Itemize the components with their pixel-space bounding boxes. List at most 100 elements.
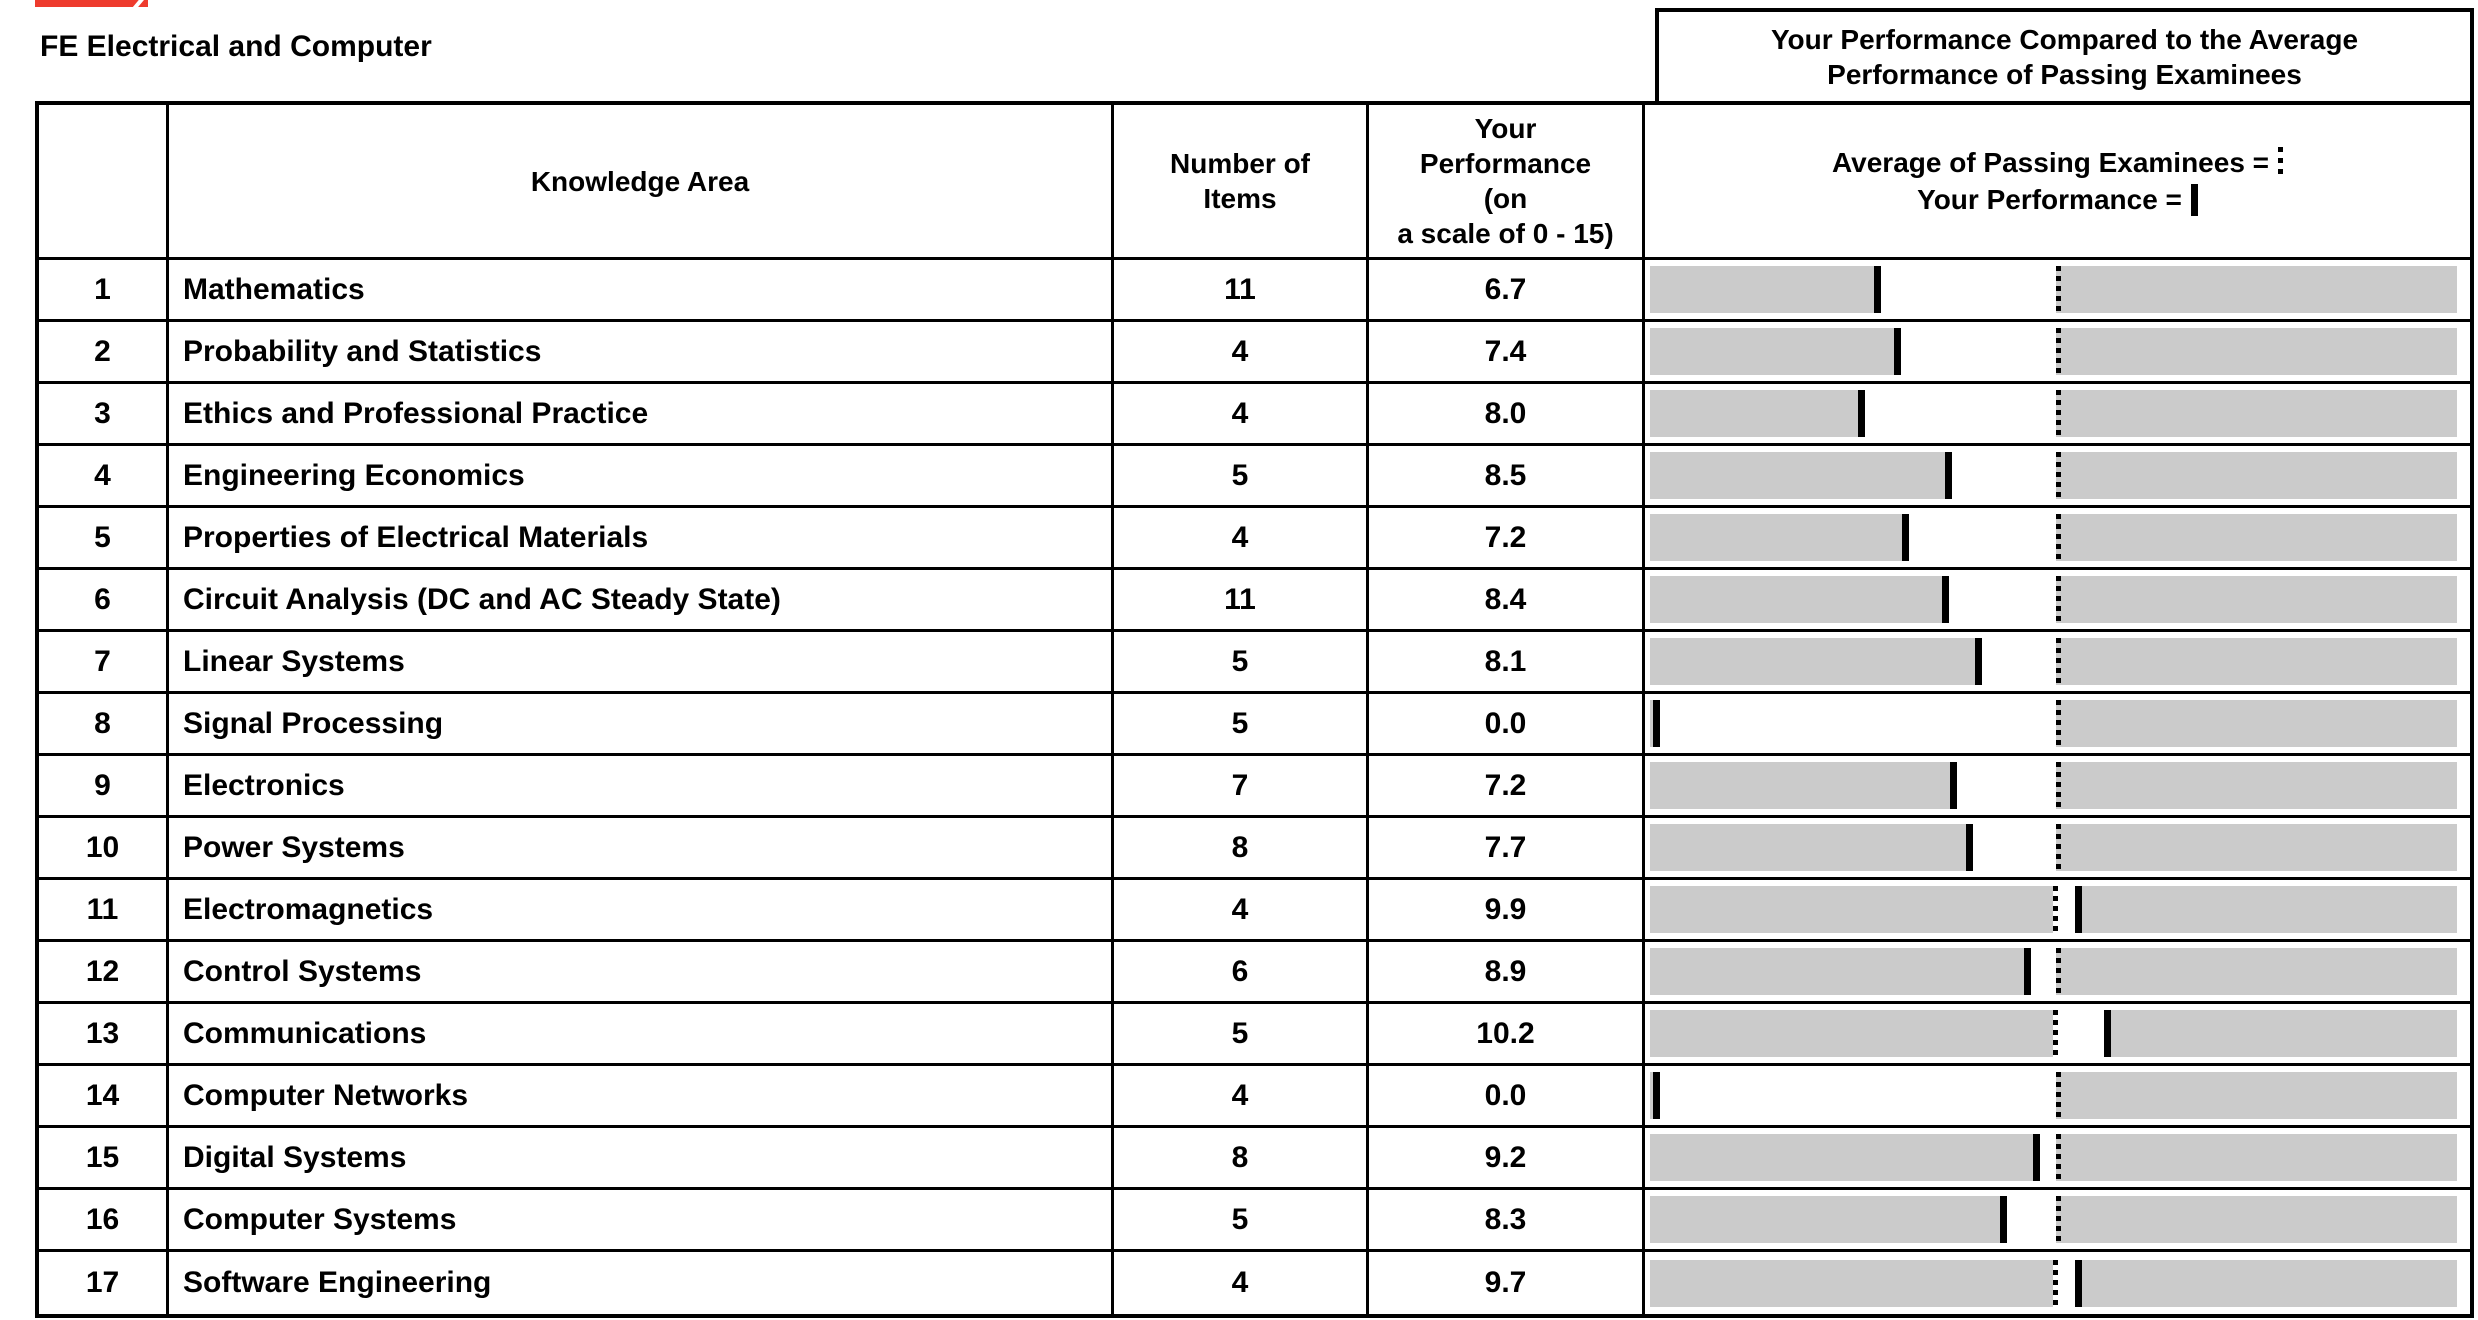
performance-bar-cell <box>1645 508 2470 570</box>
performance-bar-cell <box>1645 1004 2470 1066</box>
performance-bar <box>1650 700 2457 747</box>
number-of-items-cell: 11 <box>1114 570 1369 632</box>
your-marker <box>2074 886 2082 933</box>
your-marker <box>2074 1259 2082 1307</box>
your-marker <box>1975 638 1983 685</box>
row-number: 13 <box>39 1004 169 1066</box>
your-performance-cell: 0.0 <box>1369 1066 1645 1128</box>
performance-bar-cell <box>1645 1066 2470 1128</box>
number-of-items-cell: 11 <box>1114 260 1369 322</box>
row-number: 14 <box>39 1066 169 1128</box>
your-performance-cell: 9.9 <box>1369 880 1645 942</box>
your-performance-cell: 6.7 <box>1369 260 1645 322</box>
performance-bar <box>1650 762 2457 809</box>
row-number: 12 <box>39 942 169 1004</box>
header-number-of-items: Number of Items <box>1114 105 1369 260</box>
performance-range <box>1942 576 2056 623</box>
performance-range <box>1858 390 2056 437</box>
average-marker-icon <box>2278 146 2284 179</box>
performance-range <box>1975 638 2056 685</box>
your-marker <box>1901 514 1909 561</box>
performance-bar-cell <box>1645 818 2470 880</box>
performance-range <box>1873 266 2056 313</box>
your-marker <box>1858 390 1866 437</box>
number-of-items-cell: 4 <box>1114 1066 1369 1128</box>
performance-bar-cell <box>1645 260 2470 322</box>
performance-bar <box>1650 948 2457 995</box>
performance-bar <box>1650 452 2457 499</box>
performance-bar <box>1650 824 2457 871</box>
average-marker <box>2055 1196 2061 1243</box>
knowledge-area-cell: Ethics and Professional Practice <box>169 384 1114 446</box>
number-of-items-cell: 5 <box>1114 446 1369 508</box>
table-row: 17 Software Engineering 4 9.7 <box>39 1252 2470 1314</box>
performance-bar-cell <box>1645 322 2470 384</box>
logo-red-bar <box>35 0 148 7</box>
performance-bar-cell <box>1645 1252 2470 1314</box>
knowledge-area-cell: Electromagnetics <box>169 880 1114 942</box>
performance-bar <box>1650 390 2457 437</box>
performance-bar-cell <box>1645 384 2470 446</box>
knowledge-area-cell: Computer Systems <box>169 1190 1114 1252</box>
performance-bar-cell <box>1645 694 2470 756</box>
row-number: 2 <box>39 322 169 384</box>
table-row: 11 Electromagnetics 4 9.9 <box>39 880 2470 942</box>
average-marker <box>2052 1010 2058 1057</box>
average-marker <box>2052 886 2058 933</box>
header-legend: Average of Passing Examinees = Your Perf… <box>1645 105 2470 260</box>
your-performance-cell: 9.2 <box>1369 1128 1645 1190</box>
table-row: 16 Computer Systems 5 8.3 <box>39 1190 2470 1252</box>
number-of-items-cell: 5 <box>1114 1190 1369 1252</box>
row-number: 10 <box>39 818 169 880</box>
your-marker <box>1653 1072 1661 1119</box>
performance-range <box>1945 452 2056 499</box>
table-row: 14 Computer Networks 4 0.0 <box>39 1066 2470 1128</box>
table-row: 7 Linear Systems 5 8.1 <box>39 632 2470 694</box>
legend-your-line: Your Performance = <box>1917 182 2198 217</box>
average-marker <box>2055 700 2061 747</box>
table-row: 9 Electronics 7 7.2 <box>39 756 2470 818</box>
row-number: 8 <box>39 694 169 756</box>
performance-bar <box>1650 328 2457 375</box>
performance-bar-cell <box>1645 1128 2470 1190</box>
your-performance-cell: 8.5 <box>1369 446 1645 508</box>
row-number: 9 <box>39 756 169 818</box>
table-row: 2 Probability and Statistics 4 7.4 <box>39 322 2470 384</box>
page-title: FE Electrical and Computer <box>40 30 432 63</box>
performance-bar <box>1650 1072 2457 1119</box>
knowledge-area-cell: Linear Systems <box>169 632 1114 694</box>
knowledge-area-cell: Circuit Analysis (DC and AC Steady State… <box>169 570 1114 632</box>
number-of-items-cell: 8 <box>1114 1128 1369 1190</box>
average-marker <box>2055 266 2061 313</box>
number-of-items-cell: 4 <box>1114 508 1369 570</box>
number-of-items-cell: 4 <box>1114 384 1369 446</box>
your-performance-cell: 7.2 <box>1369 508 1645 570</box>
table-body: 1 Mathematics 11 6.7 2 Probability and S… <box>39 260 2470 1314</box>
logo-notch <box>131 0 145 7</box>
performance-bar <box>1650 266 2457 313</box>
performance-bar <box>1650 1196 2457 1243</box>
table-row: 15 Digital Systems 8 9.2 <box>39 1128 2470 1190</box>
your-marker <box>1942 576 1950 623</box>
number-of-items-cell: 8 <box>1114 818 1369 880</box>
knowledge-area-cell: Signal Processing <box>169 694 1114 756</box>
comparison-header-box: Your Performance Compared to the Average… <box>1655 8 2474 105</box>
table-row: 4 Engineering Economics 5 8.5 <box>39 446 2470 508</box>
performance-table: Knowledge Area Number of Items Your Perf… <box>35 101 2474 1318</box>
table-row: 5 Properties of Electrical Materials 4 7… <box>39 508 2470 570</box>
your-performance-cell: 8.9 <box>1369 942 1645 1004</box>
performance-range <box>1950 762 2056 809</box>
average-marker <box>2055 638 2061 685</box>
performance-range <box>1893 328 2056 375</box>
table-row: 6 Circuit Analysis (DC and AC Steady Sta… <box>39 570 2470 632</box>
table-row: 13 Communications 5 10.2 <box>39 1004 2470 1066</box>
row-number: 5 <box>39 508 169 570</box>
performance-bar <box>1650 1010 2457 1057</box>
knowledge-area-cell: Digital Systems <box>169 1128 1114 1190</box>
your-performance-cell: 7.7 <box>1369 818 1645 880</box>
knowledge-area-cell: Control Systems <box>169 942 1114 1004</box>
your-performance-cell: 8.3 <box>1369 1190 1645 1252</box>
legend-average-label: Average of Passing Examinees = <box>1831 147 2270 178</box>
performance-range <box>1653 700 2056 747</box>
number-of-items-cell: 6 <box>1114 942 1369 1004</box>
